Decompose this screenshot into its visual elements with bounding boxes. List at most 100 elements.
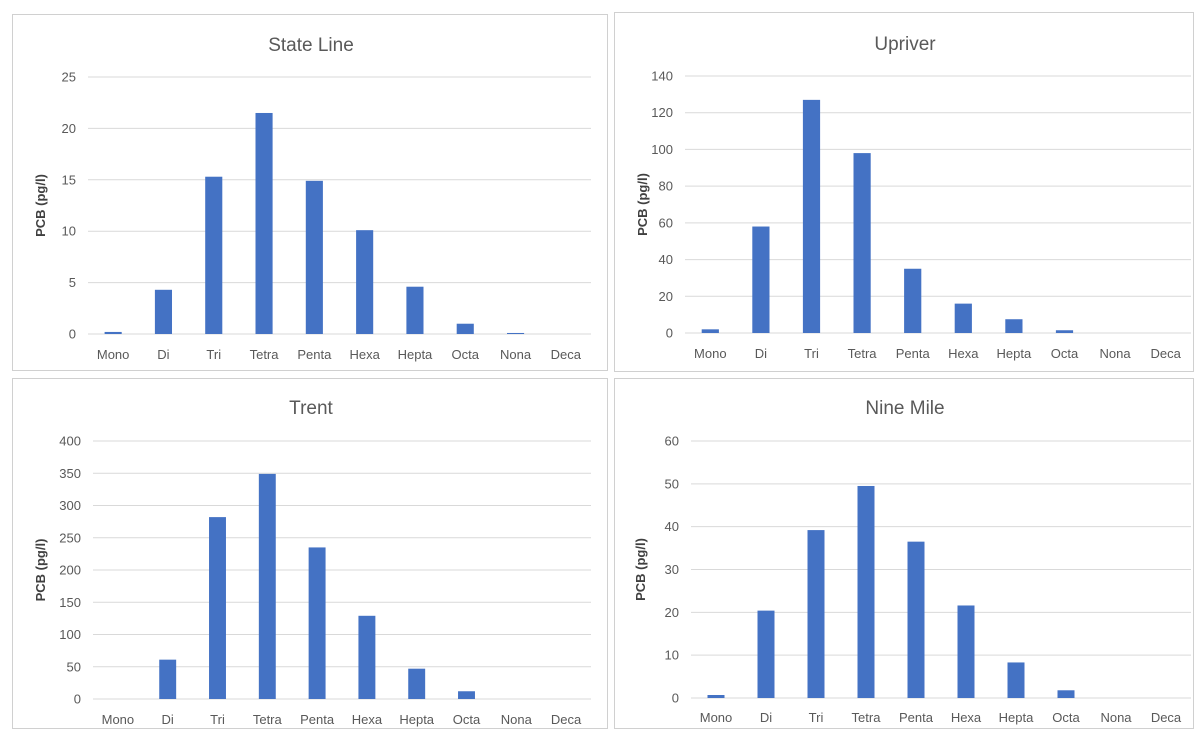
chart-panel-upriver: Upriver 0 20 40 60 80 100 120 140 PCB (pg/l) Mono D…	[614, 12, 1194, 372]
y-tick-label: 60	[665, 434, 679, 449]
chart-panel-state-line: State Line 0 5 10 15 20 25 PCB (pg/l) Mono Di Tri T…	[12, 14, 608, 371]
bar-penta	[907, 541, 925, 698]
bar-di	[757, 610, 775, 698]
chart-svg: Upriver 0 20 40 60 80 100 120 140 PCB (pg/l) Mono D…	[635, 34, 1191, 361]
x-tick-label: Di	[157, 347, 169, 362]
y-tick-label: 30	[665, 562, 679, 577]
x-tick-label: Deca	[1151, 346, 1182, 361]
x-tick-label: Nona	[500, 347, 532, 362]
y-tick-label: 0	[74, 692, 81, 707]
x-tick-label: Tetra	[253, 712, 283, 727]
x-tick-label: Penta	[300, 712, 335, 727]
bar-tetra	[255, 112, 273, 334]
x-tick-label: Deca	[551, 712, 582, 727]
bar-tri	[205, 176, 223, 334]
x-tick-label: Di	[162, 712, 174, 727]
x-tick-label: Penta	[899, 710, 934, 725]
y-tick-label: 100	[59, 627, 81, 642]
x-tick-label: Deca	[551, 347, 582, 362]
chart-svg: State Line 0 5 10 15 20 25 PCB (pg/l) Mono Di Tri T…	[33, 35, 591, 362]
bar-tri	[802, 99, 821, 333]
x-tick-label: Tri	[804, 346, 819, 361]
x-tick-label: Hepta	[398, 347, 433, 362]
y-tick-label: 10	[62, 224, 76, 239]
y-tick-label: 5	[69, 275, 76, 290]
bar-nona	[506, 332, 525, 334]
y-tick-label: 10	[665, 648, 679, 663]
bar-octa	[456, 323, 474, 334]
bar-tetra	[853, 153, 871, 333]
x-tick-label: Penta	[896, 346, 931, 361]
x-tick-label: Mono	[102, 712, 135, 727]
x-tick-label: Hexa	[948, 346, 979, 361]
y-tick-label: 50	[665, 476, 679, 491]
x-tick-label: Hexa	[352, 712, 383, 727]
bar-hepta	[1007, 662, 1025, 698]
y-axis-label: PCB (pg/l)	[33, 174, 48, 237]
y-axis-label: PCB (pg/l)	[633, 538, 648, 601]
x-tick-label: Penta	[297, 347, 332, 362]
bar-hepta	[408, 668, 426, 699]
x-tick-label: Octa	[1052, 710, 1080, 725]
x-tick-label: Di	[755, 346, 767, 361]
bar-mono	[701, 329, 719, 333]
x-tick-label: Nona	[1100, 710, 1132, 725]
y-tick-label: 20	[665, 605, 679, 620]
y-tick-label: 50	[67, 659, 81, 674]
y-tick-label: 25	[62, 70, 76, 85]
x-tick-label: Tetra	[852, 710, 882, 725]
x-tick-label: Hexa	[951, 710, 982, 725]
y-tick-label: 300	[59, 498, 81, 513]
y-tick-label: 100	[651, 142, 673, 157]
y-tick-label: 150	[59, 595, 81, 610]
y-tick-label: 140	[651, 69, 673, 84]
bar-hepta	[1005, 319, 1023, 333]
bar-octa	[458, 691, 475, 699]
bar-hexa	[358, 615, 376, 699]
bar-tetra	[258, 473, 276, 699]
bar-hexa	[954, 303, 972, 333]
bar-tri	[209, 517, 226, 699]
bar-octa	[1055, 330, 1074, 333]
bar-penta	[904, 268, 922, 333]
bar-mono	[104, 331, 122, 334]
bar-penta	[305, 180, 323, 334]
x-tick-label: Tri	[210, 712, 225, 727]
x-tick-label: Di	[760, 710, 772, 725]
bar-hexa	[356, 230, 374, 334]
y-tick-label: 20	[659, 289, 673, 304]
bar-tri	[807, 530, 825, 698]
chart-title: State Line	[268, 35, 354, 56]
y-tick-label: 250	[59, 530, 81, 545]
x-tick-label: Tri	[809, 710, 824, 725]
bar-hepta	[406, 286, 424, 334]
y-tick-label: 0	[672, 691, 679, 706]
x-tick-label: Nona	[1100, 346, 1132, 361]
bar-mono	[707, 695, 725, 698]
x-tick-label: Tetra	[848, 346, 878, 361]
y-tick-label: 120	[651, 105, 673, 120]
chart-svg: Trent 0 50 100 150 200 250 300 350 400 PCB (pg/l) M…	[33, 398, 591, 727]
y-tick-label: 350	[59, 466, 81, 481]
bar-di	[154, 289, 173, 334]
x-tick-label: Hepta	[999, 710, 1034, 725]
chart-svg: Nine Mile 0 10 20 30 40 50 60 PCB (pg/l) Mono Di Tr…	[633, 398, 1191, 725]
x-tick-label: Mono	[97, 347, 130, 362]
x-tick-label: Tri	[206, 347, 221, 362]
x-tick-label: Deca	[1151, 710, 1182, 725]
chart-panel-trent: Trent 0 50 100 150 200 250 300 350 400 PCB (pg/l) M…	[12, 378, 608, 729]
bar-di	[159, 659, 177, 699]
y-tick-label: 80	[659, 179, 673, 194]
bar-di	[752, 226, 770, 333]
chart-panel-nine-mile: Nine Mile 0 10 20 30 40 50 60 PCB (pg/l) Mono Di Tr…	[614, 378, 1194, 729]
y-axis-label: PCB (pg/l)	[635, 173, 650, 236]
x-tick-label: Mono	[700, 710, 733, 725]
bar-penta	[308, 547, 326, 699]
y-axis-label: PCB (pg/l)	[33, 539, 48, 602]
x-tick-label: Octa	[1051, 346, 1079, 361]
x-tick-label: Octa	[453, 712, 481, 727]
x-tick-label: Mono	[694, 346, 727, 361]
y-tick-label: 0	[666, 326, 673, 341]
bar-octa	[1057, 690, 1075, 698]
chart-title: Trent	[289, 398, 333, 419]
